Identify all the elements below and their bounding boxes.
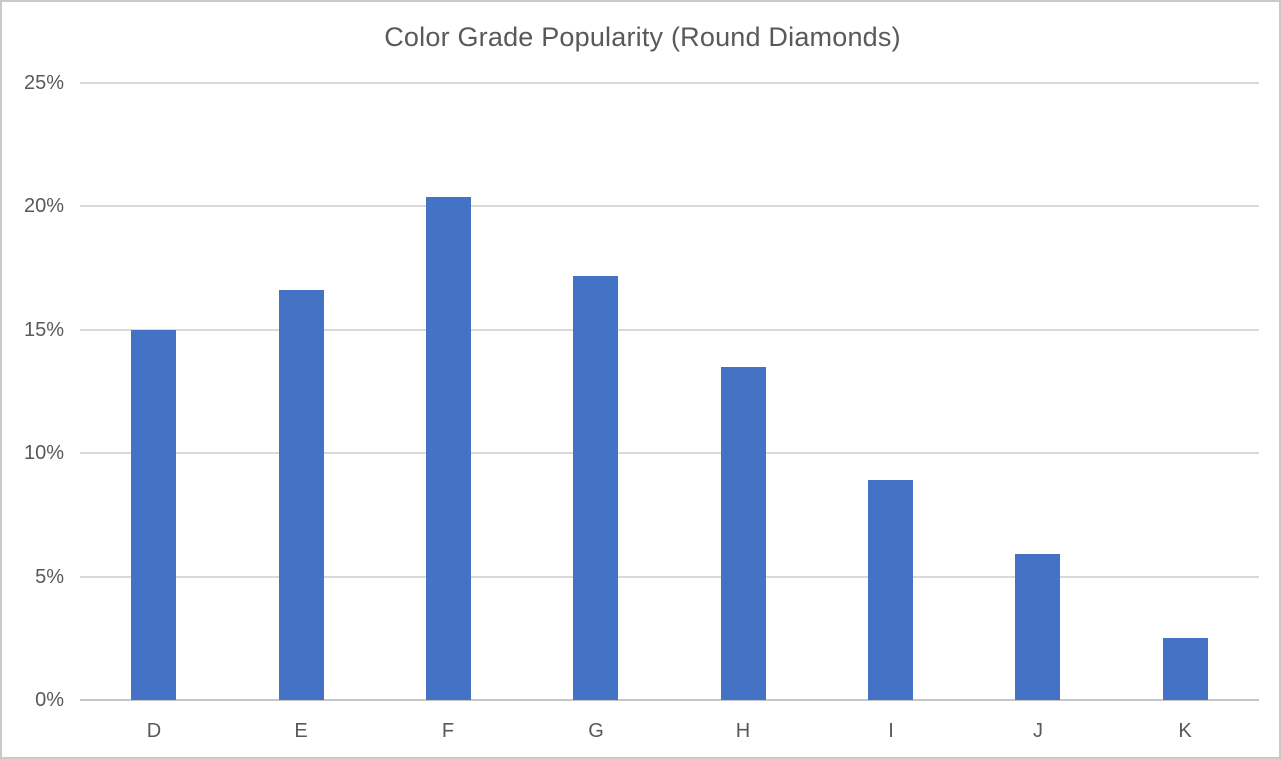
bar-K	[1163, 638, 1208, 700]
gridline	[80, 452, 1259, 454]
y-axis-label: 15%	[23, 319, 64, 341]
chart-title: Color Grade Popularity (Round Diamonds)	[384, 22, 901, 52]
gridline	[80, 82, 1259, 84]
gridline	[80, 205, 1259, 207]
x-axis-label: G	[588, 720, 604, 742]
y-axis-label: 10%	[23, 442, 64, 464]
y-axis-label: 25%	[23, 72, 64, 94]
bar-F	[426, 197, 471, 700]
bar-H	[721, 367, 766, 700]
x-axis-label: J	[1033, 720, 1043, 742]
x-axis-label: E	[294, 720, 308, 742]
bar-G	[573, 276, 618, 700]
x-axis-line	[80, 699, 1259, 701]
plot-area	[80, 82, 1259, 701]
x-axis-label: H	[735, 720, 751, 742]
x-axis-label: D	[146, 720, 162, 742]
y-axis-label: 20%	[23, 195, 64, 217]
y-axis-label: 0%	[35, 689, 64, 711]
y-axis-label: 5%	[35, 566, 64, 588]
bar-J	[1015, 554, 1060, 700]
x-axis-label: K	[1178, 720, 1192, 742]
gridline	[80, 576, 1259, 578]
gridline	[80, 329, 1259, 331]
bar-E	[279, 290, 324, 700]
bar-I	[868, 480, 913, 700]
bar-D	[131, 330, 176, 700]
x-axis-label: F	[441, 720, 455, 742]
x-axis-label: I	[888, 720, 894, 742]
